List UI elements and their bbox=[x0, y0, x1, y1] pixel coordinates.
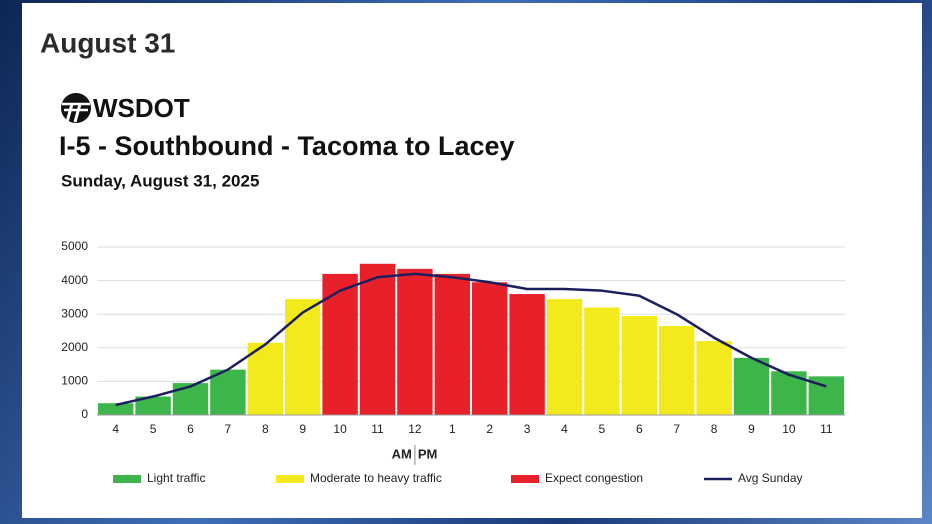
legend-label: Moderate to heavy traffic bbox=[310, 471, 442, 485]
chart-title: I-5 - Southbound - Tacoma to Lacey bbox=[59, 131, 515, 161]
x-tick-label: 9 bbox=[299, 422, 306, 436]
legend-label: Light traffic bbox=[147, 471, 205, 485]
x-tick-label: 11 bbox=[371, 422, 384, 436]
bar bbox=[509, 294, 545, 415]
y-tick-label: 4000 bbox=[61, 273, 88, 287]
bar bbox=[696, 341, 732, 415]
bar bbox=[210, 369, 246, 415]
am-label: AM bbox=[392, 446, 412, 461]
y-tick-label: 3000 bbox=[61, 306, 88, 320]
x-tick-label: 10 bbox=[782, 422, 796, 436]
bar bbox=[733, 357, 770, 415]
bar bbox=[621, 315, 657, 415]
x-tick-label: 3 bbox=[524, 422, 531, 436]
y-tick-label: 5000 bbox=[61, 239, 88, 253]
x-tick-label: 12 bbox=[408, 422, 422, 436]
x-tick-label: 5 bbox=[150, 422, 157, 436]
legend-swatch bbox=[276, 475, 304, 483]
y-tick-label: 1000 bbox=[61, 374, 88, 388]
bar bbox=[172, 383, 209, 415]
x-tick-label: 2 bbox=[486, 422, 493, 436]
x-tick-label: 7 bbox=[225, 422, 232, 436]
x-tick-label: 4 bbox=[561, 422, 568, 436]
legend-label: Expect congestion bbox=[545, 471, 643, 485]
logo-icon bbox=[61, 93, 91, 123]
x-tick-label: 4 bbox=[112, 422, 119, 436]
bar bbox=[135, 396, 171, 415]
x-tick-label: 10 bbox=[333, 422, 347, 436]
panel bbox=[22, 3, 922, 518]
bar bbox=[472, 282, 508, 415]
avg-line bbox=[115, 272, 827, 407]
bar bbox=[359, 263, 396, 415]
x-tick-label: 8 bbox=[262, 422, 269, 436]
y-tick-label: 0 bbox=[81, 407, 88, 421]
bar bbox=[397, 268, 433, 415]
x-tick-label: 8 bbox=[711, 422, 718, 436]
legend-label: Avg Sunday bbox=[738, 471, 803, 485]
bar bbox=[659, 325, 695, 415]
bar bbox=[434, 273, 470, 415]
x-tick-label: 7 bbox=[673, 422, 680, 436]
bar bbox=[247, 342, 283, 415]
x-tick-label: 11 bbox=[820, 422, 833, 436]
x-tick-label: 6 bbox=[636, 422, 643, 436]
pm-label: PM bbox=[418, 446, 438, 461]
chart-subtitle: Sunday, August 31, 2025 bbox=[61, 171, 259, 190]
legend-swatch bbox=[113, 475, 141, 483]
x-tick-label: 1 bbox=[449, 422, 456, 436]
bar bbox=[322, 273, 358, 415]
x-tick-label: 9 bbox=[748, 422, 755, 436]
legend-swatch bbox=[511, 475, 539, 483]
bar bbox=[584, 307, 620, 415]
bar bbox=[285, 299, 321, 415]
bar bbox=[546, 299, 583, 415]
bar bbox=[98, 403, 134, 415]
x-tick-label: 5 bbox=[599, 422, 606, 436]
logo-text: WSDOT bbox=[93, 93, 190, 123]
x-tick-label: 6 bbox=[187, 422, 194, 436]
y-tick-label: 2000 bbox=[61, 340, 88, 354]
page-title: August 31 bbox=[40, 27, 175, 58]
